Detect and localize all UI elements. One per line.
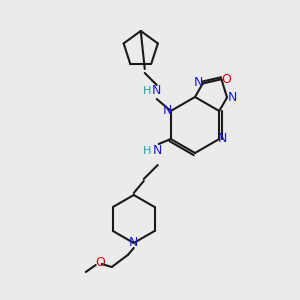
Text: H: H (142, 146, 151, 156)
Text: N: N (218, 133, 227, 146)
Text: N: N (129, 236, 138, 250)
Text: N: N (194, 76, 203, 89)
Text: O: O (221, 73, 231, 86)
Text: N: N (227, 91, 237, 104)
Text: O: O (95, 256, 105, 268)
Text: N: N (152, 85, 161, 98)
Text: H: H (142, 86, 151, 96)
Text: N: N (163, 104, 172, 118)
Text: N: N (153, 145, 162, 158)
